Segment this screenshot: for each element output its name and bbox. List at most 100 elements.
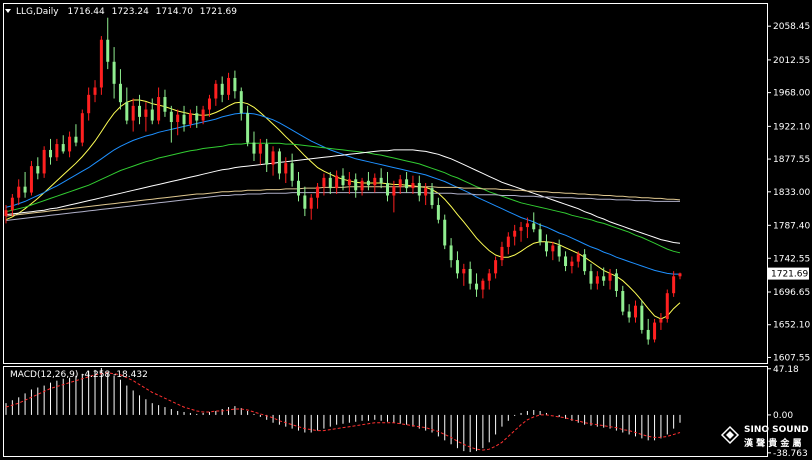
- candle: [500, 241, 504, 267]
- y-tick-label: 1833.00: [773, 188, 810, 198]
- candle-body: [246, 113, 250, 143]
- candle: [595, 271, 599, 290]
- candle-body: [220, 83, 224, 95]
- candle-body: [316, 186, 320, 198]
- candle: [214, 80, 218, 106]
- candle-body: [87, 94, 91, 114]
- candle-body: [233, 77, 237, 92]
- candle: [227, 72, 231, 100]
- y-tick-label: 1742.55: [773, 254, 810, 264]
- candle: [665, 289, 669, 323]
- candle-body: [360, 180, 364, 191]
- candle: [176, 109, 180, 136]
- candle-body: [277, 151, 281, 174]
- candle: [366, 171, 370, 191]
- candle: [138, 94, 142, 125]
- y-tick-label: 2012.55: [773, 56, 810, 66]
- candle: [602, 267, 606, 286]
- candle: [551, 241, 555, 261]
- y-tick-label: 2058.45: [773, 22, 810, 32]
- candle-body: [430, 188, 434, 206]
- candle: [640, 300, 644, 334]
- candle-body: [653, 322, 657, 340]
- candle-body: [303, 195, 307, 209]
- candle: [525, 217, 529, 239]
- candle: [468, 261, 472, 290]
- candle-body: [150, 109, 154, 121]
- candle-body: [112, 61, 116, 84]
- candle: [544, 234, 548, 257]
- candle-body: [519, 227, 523, 231]
- candle-body: [544, 241, 548, 252]
- candle: [487, 268, 491, 290]
- candle: [373, 173, 377, 193]
- candle: [494, 256, 498, 279]
- candle-body: [614, 273, 618, 291]
- ma-green-line: [5, 142, 681, 254]
- candle-body: [29, 166, 33, 193]
- watermark-logo: SINO SOUND 漢 聲 貴 金 屬: [720, 425, 809, 449]
- candle-body: [608, 273, 612, 281]
- brand-name-cn: 漢 聲 貴 金 屬: [744, 437, 802, 449]
- candle-body: [481, 280, 485, 290]
- chart-header: LLG,Daily 1716.44 1723.24 1714.70 1721.6…: [16, 7, 237, 17]
- candle: [4, 205, 8, 224]
- dropdown-triangle-icon[interactable]: [5, 9, 11, 13]
- candle: [392, 180, 396, 213]
- candle-body: [462, 268, 466, 274]
- candle-body: [417, 183, 421, 196]
- candle-body: [284, 163, 288, 174]
- candle: [23, 171, 27, 198]
- ma-gray-line: [5, 192, 680, 221]
- candle-body: [118, 83, 122, 103]
- candle: [583, 249, 587, 275]
- candle-body: [169, 111, 173, 123]
- candle: [182, 105, 186, 132]
- candle-body: [494, 260, 498, 274]
- candle-body: [328, 177, 332, 189]
- candle-body: [23, 186, 27, 193]
- candle: [36, 157, 40, 180]
- candle: [61, 135, 65, 154]
- candle: [68, 131, 72, 158]
- candle: [462, 263, 466, 286]
- candle-body: [500, 246, 504, 261]
- candle-body: [201, 109, 205, 121]
- candle-body: [239, 91, 243, 114]
- candle-body: [252, 142, 256, 154]
- candle-body: [564, 256, 568, 267]
- candle: [455, 251, 459, 279]
- candle: [436, 197, 440, 224]
- candle: [481, 278, 485, 299]
- candle-body: [583, 254, 587, 272]
- candle: [475, 273, 479, 297]
- macd-pane[interactable]: 47.18 0.00 -38.763: [3, 365, 808, 459]
- candle-body: [49, 149, 53, 158]
- candle: [614, 268, 618, 297]
- candle: [99, 36, 103, 95]
- candle-body: [665, 293, 669, 319]
- candle-body: [195, 113, 199, 121]
- y-tick-label: 1696.65: [773, 288, 810, 298]
- candle: [80, 109, 84, 147]
- candle-body: [106, 39, 110, 62]
- candle: [322, 173, 326, 196]
- candle-body: [131, 105, 135, 121]
- candle: [443, 214, 447, 250]
- candle: [10, 194, 14, 217]
- candle: [17, 179, 21, 206]
- candle-body: [411, 183, 415, 189]
- candle-body: [475, 283, 479, 290]
- brand-name-en: SINO SOUND: [744, 425, 809, 435]
- candle-body: [366, 180, 370, 186]
- candle: [87, 87, 91, 121]
- candle-body: [125, 102, 129, 121]
- candle: [424, 183, 428, 206]
- price-pane[interactable]: 2058.45 2012.55 1968.00 1922.10 1877.55 1833.…: [3, 3, 811, 364]
- candle-body: [354, 179, 358, 191]
- candle: [284, 157, 288, 183]
- candle: [239, 87, 243, 121]
- y-tick-label: 1922.10: [773, 122, 810, 132]
- candle: [449, 238, 453, 268]
